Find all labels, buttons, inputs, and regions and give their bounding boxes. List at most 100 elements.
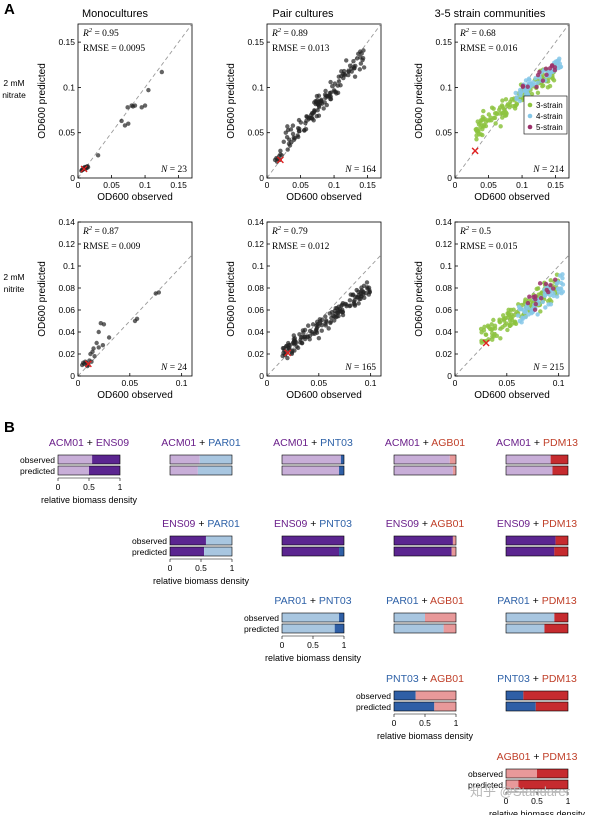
x-tick-label: 0	[453, 180, 458, 190]
legend-marker	[527, 124, 533, 130]
x-tick-label: 0	[76, 378, 81, 388]
data-point-4-strain	[560, 289, 566, 294]
data-point-monoculture	[119, 118, 124, 124]
data-point-monoculture	[146, 87, 151, 93]
data-point-pair	[356, 289, 361, 294]
observed-bar-PNT03	[339, 613, 344, 622]
x-tick-label: 0	[76, 180, 81, 190]
y-tick-label: 0.15	[247, 37, 264, 47]
data-point-pair	[278, 148, 283, 154]
data-point-pair	[285, 147, 290, 152]
data-point-5-strain	[533, 297, 538, 302]
pair-ENS09-PNT03: ENS09 + PNT03	[274, 518, 352, 557]
predicted-bar-PDM13	[518, 780, 568, 789]
data-point-pair	[328, 320, 333, 326]
legend-label: 4-strain	[536, 112, 563, 121]
data-point-5-strain	[532, 307, 538, 312]
pair-PAR01-PDM13: PAR01 + PDM13	[497, 595, 577, 634]
y-tick-label: 0	[259, 173, 264, 183]
data-point-4-strain	[517, 307, 523, 312]
data-point-pair	[342, 301, 348, 307]
data-point-pair	[357, 67, 363, 72]
data-point-pair	[336, 79, 342, 84]
data-point-3-strain	[497, 319, 502, 324]
data-point-5-strain	[537, 69, 542, 75]
data-point-pair	[312, 108, 317, 113]
bar-frame	[505, 546, 569, 557]
data-point-5-strain	[525, 84, 530, 89]
data-point-4-strain	[518, 93, 523, 98]
y-tick-label: 0	[447, 173, 452, 183]
x-axis-label: relative biomass density	[489, 809, 586, 815]
r2-annotation: R2 = 0.79	[271, 225, 308, 237]
data-point-pair	[293, 340, 298, 346]
observed-bar-PDM13	[537, 769, 568, 778]
pair-title: PAR01 + AGB01	[386, 595, 464, 607]
data-point-4-strain	[556, 58, 561, 63]
data-point-3-strain	[507, 105, 512, 110]
x-tick-label: 0.05	[292, 180, 309, 190]
data-point-pair	[358, 55, 363, 60]
x-tick-label: 0	[392, 718, 397, 728]
x-axis-label: OD600 observed	[286, 390, 362, 401]
legend: 3-strain 4-strain 5-strain	[523, 95, 568, 135]
column-title-multi: 3-5 strain communities	[435, 8, 546, 20]
legend-marker	[527, 102, 533, 108]
predicted-bar-PAR01	[197, 466, 232, 475]
x-tick-label: 0.5	[307, 640, 319, 650]
bar-frame	[169, 546, 233, 557]
r2-annotation: R2 = 0.5	[459, 225, 491, 237]
pair-title: PNT03 + AGB01	[386, 673, 464, 685]
data-point-3-strain	[490, 337, 495, 342]
data-point-pair	[338, 83, 343, 88]
data-point-5-strain	[544, 287, 549, 293]
data-point-monoculture	[101, 322, 107, 327]
x-axis-label: OD600 observed	[286, 192, 362, 203]
observed-bar-PAR01	[282, 613, 340, 622]
data-point-3-strain	[497, 111, 503, 116]
data-point-pair	[291, 333, 296, 338]
data-point-3-strain	[481, 124, 486, 129]
row-label-nitrate-1: 2 mM	[3, 78, 24, 88]
data-point-monoculture	[85, 363, 90, 369]
data-point-pair	[287, 143, 293, 148]
data-point-4-strain	[517, 318, 522, 324]
data-point-3-strain	[548, 278, 553, 283]
plot-frame	[77, 221, 193, 377]
bar-frame	[505, 454, 569, 465]
x-axis-label: relative biomass density	[153, 576, 250, 586]
scatter-nitrate-pair: 0 0.05 0.1 0.15 0 0.05 0.1 0.15 OD600 observed OD…	[226, 23, 382, 203]
y-tick-label: 0.04	[58, 327, 75, 337]
x-tick-label: 1	[230, 563, 235, 573]
data-point-pair	[285, 355, 290, 361]
data-point-3-strain	[497, 105, 503, 110]
data-point-3-strain	[491, 106, 496, 111]
data-point-5-strain	[537, 281, 543, 286]
data-point-pair	[328, 94, 333, 99]
data-point-pair	[314, 93, 320, 99]
y-tick-label: 0.04	[435, 327, 452, 337]
data-point-pair	[289, 350, 294, 355]
data-point-3-strain	[481, 108, 486, 114]
observed-bar-ACM01	[170, 455, 200, 464]
data-point-pair	[315, 322, 320, 327]
plot-frame	[454, 221, 570, 377]
data-point-4-strain	[558, 65, 563, 70]
data-point-4-strain	[540, 299, 546, 305]
pair-ACM01-AGB01: ACM01 + AGB01	[385, 437, 465, 476]
data-point-pair	[316, 103, 322, 108]
observed-bar-PAR01	[394, 613, 425, 622]
scatter-nitrite-mono: 0 0.05 0.1 0 0.02 0.04 0.06 0.08 0.1 0.12 0.14 OD60…	[37, 217, 193, 401]
pair-title: ACM01 + PDM13	[496, 437, 578, 449]
column-title-mono: Monocultures	[82, 8, 149, 20]
data-point-pair	[361, 283, 367, 288]
observed-bar-PNT03	[506, 691, 524, 700]
data-point-pair	[351, 301, 357, 306]
data-point-pair	[337, 309, 342, 314]
scatter-nitrite-pair: 0 0.05 0.1 0 0.02 0.04 0.06 0.08 0.1 0.12 0.14 OD60…	[226, 217, 382, 401]
y-tick-label: 0.06	[58, 305, 75, 315]
bar-frame	[281, 465, 345, 476]
data-point-3-strain	[491, 317, 496, 323]
